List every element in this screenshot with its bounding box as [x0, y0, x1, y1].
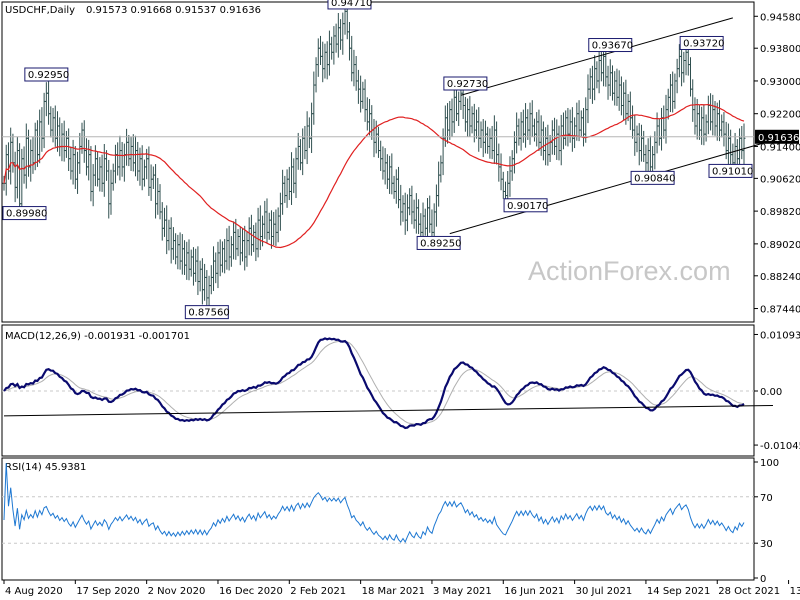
rsi-panel: RSI(14) 45.9381 100 70 30 0: [1, 457, 779, 585]
price-annotation-label: 0.90170: [507, 201, 548, 212]
moving-average-line: [3, 103, 745, 249]
price-panel-frame: [1, 1, 755, 323]
x-tick-label: 18 Mar 2021: [362, 586, 425, 597]
price-y-tick-label: 0.93800: [760, 44, 800, 55]
channel-upper-line: [460, 17, 733, 96]
x-tick-label: 16 Jun 2021: [504, 586, 564, 597]
price-annotation: 0.87560: [184, 305, 230, 320]
rsi-panel-frame: [1, 457, 755, 581]
price-header-symbol: USDCHF,Daily: [5, 5, 75, 16]
price-y-tick-label: 0.93000: [760, 77, 800, 88]
price-annotation-box: [588, 38, 633, 53]
price-annotation-box: [630, 170, 675, 185]
price-bar: [742, 123, 746, 165]
price-annotation-label: 0.89980: [6, 209, 47, 220]
price-annotation-box: [24, 67, 69, 82]
price-annotation-label: 0.93670: [592, 41, 633, 52]
price-annotation-box: [503, 198, 548, 213]
price-annotation-box: [679, 35, 724, 50]
price-annotation: 0.93670: [588, 38, 633, 53]
price-y-tick-label: 0.94580: [760, 12, 800, 23]
price-annotation-label: 0.89250: [420, 238, 461, 249]
x-tick-label: 3 May 2021: [433, 586, 492, 597]
price-y-tick-label: 0.90620: [760, 174, 800, 185]
x-tick-label: 30 Jul 2021: [576, 586, 633, 597]
x-axis: 4 Aug 2020 17 Sep 2020 2 Nov 2020 16 Dec 20…: [3, 580, 800, 597]
x-tick-label: 16 Dec 2020: [219, 586, 283, 597]
macd-y-tick-label: 0.010935: [760, 330, 800, 341]
price-annotation-label: 0.91010: [712, 166, 753, 177]
rsi-title: RSI(14) 45.9381: [5, 462, 86, 473]
price-y-tick-label: 0.92200: [760, 110, 800, 121]
current-price-tag: 0.91636: [755, 129, 799, 144]
price-annotation: 0.92950: [24, 67, 69, 82]
macd-y-tick-label: 0.00: [760, 387, 782, 398]
price-annotation-label: 0.93720: [683, 38, 724, 49]
macd-y-tick-label: -0.010459: [760, 441, 800, 452]
price-annotation-label: 0.92950: [28, 70, 69, 81]
x-tick-label: 4 Aug 2020: [5, 586, 63, 597]
rsi-y-tick-label: 100: [760, 458, 779, 469]
watermark: ActionForex.com: [528, 256, 731, 286]
price-annotation-label: 0.92730: [447, 79, 488, 90]
rsi-y-axis: 100 70 30 0: [754, 458, 779, 585]
price-y-tick-label: 0.88240: [760, 272, 800, 283]
price-annotation-box: [184, 305, 229, 320]
x-tick-label: 2 Nov 2020: [148, 586, 206, 597]
price-y-tick-label: 0.89820: [760, 207, 800, 218]
price-channel: [449, 17, 774, 235]
price-annotations: 0.89980 0.92950 0.87560 0.94710 0.89250 0.927…: [2, 0, 753, 320]
macd-line: [3, 337, 745, 430]
price-annotation-label: 0.94710: [331, 0, 372, 9]
price-annotation: 0.89250: [416, 235, 461, 250]
price-y-tick-label: 0.87440: [760, 305, 800, 316]
current-price-tag-bg: [755, 129, 799, 144]
macd-y-axis: 0.010935 0.00 -0.010459: [754, 330, 800, 452]
price-annotation-box: [708, 163, 753, 178]
price-annotation: 0.92730: [443, 76, 488, 91]
rsi-y-tick-label: 30: [760, 539, 773, 550]
price-annotation: 0.90170: [503, 198, 548, 213]
price-annotation-box: [327, 0, 372, 10]
x-tick-label: 17 Sep 2020: [76, 586, 139, 597]
rsi-y-tick-label: 0: [760, 574, 766, 585]
price-annotation: 0.90840: [630, 170, 675, 185]
rsi-levels: [2, 496, 754, 544]
price-annotation-box: [2, 206, 47, 221]
rsi-y-tick-label: 70: [760, 493, 773, 504]
price-annotation: 0.94710: [327, 0, 372, 10]
price-y-tick-label: 0.89020: [760, 240, 800, 251]
current-price-tag-text: 0.91636: [758, 133, 799, 144]
x-tick-label: 13 Dec 2021: [790, 586, 800, 597]
price-header-ohlc: 0.91573 0.91668 0.91537 0.91636: [86, 5, 261, 16]
rsi-line: [3, 463, 745, 544]
x-tick-label: 2 Feb 2021: [290, 586, 346, 597]
macd-panel: MACD(12,26,9) -0.001931 -0.001701 0.0109…: [1, 324, 800, 457]
x-tick-label: 14 Sep 2021: [647, 586, 710, 597]
price-annotation-label: 0.90840: [634, 173, 675, 184]
price-annotation-label: 0.87560: [188, 308, 229, 319]
price-panel: USDCHF,Daily 0.91573 0.91668 0.91537 0.9…: [1, 0, 800, 323]
price-annotation: 0.89980: [2, 206, 47, 221]
price-annotation-box: [443, 76, 488, 91]
macd-signal-line: [3, 340, 745, 425]
price-y-tick-label: 0.91400: [760, 142, 800, 153]
price-y-axis: 0.94580 0.93800 0.93000 0.92200 0.91400 0.906…: [754, 12, 800, 316]
price-annotation-box: [416, 235, 461, 250]
price-annotation: 0.93720: [679, 35, 725, 50]
macd-trendline: [3, 404, 773, 417]
channel-lower-line: [449, 139, 774, 235]
price-annotation: 0.91010: [708, 163, 753, 178]
macd-title: MACD(12,26,9) -0.001931 -0.001701: [5, 331, 190, 342]
x-tick-label: 28 Oct 2021: [718, 586, 780, 597]
